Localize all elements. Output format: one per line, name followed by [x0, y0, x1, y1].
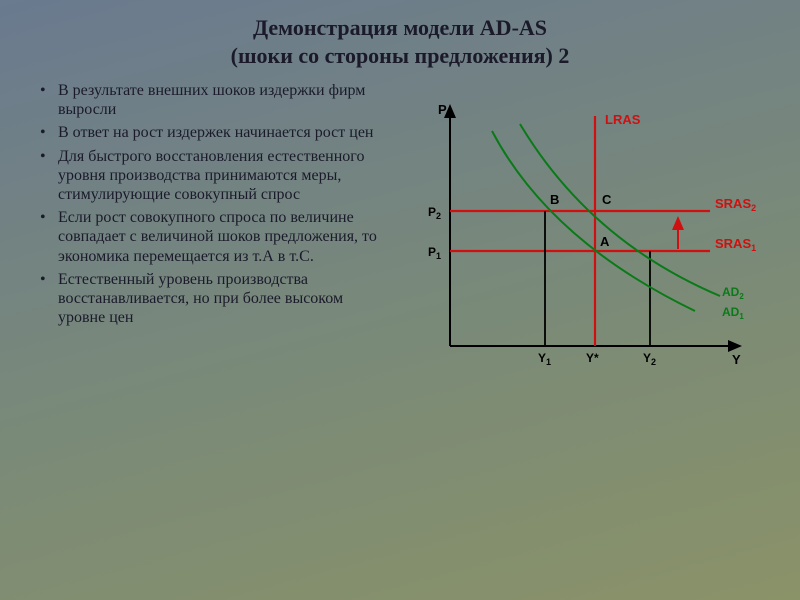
- list-item: Для быстрого восстановления естественног…: [40, 147, 380, 205]
- x-axis-label: Y: [732, 352, 741, 367]
- content-row: В результате внешних шоков издержки фирм…: [0, 81, 800, 331]
- bullet-list: В результате внешних шоков издержки фирм…: [40, 81, 390, 331]
- ystar-tick: Y*: [586, 351, 599, 365]
- list-item: В результате внешних шоков издержки фирм…: [40, 81, 380, 119]
- lras-label: LRAS: [605, 112, 641, 127]
- y2-tick: Y2: [643, 351, 656, 367]
- ad2-label: AD2: [722, 285, 744, 301]
- p2-tick: P2: [428, 205, 441, 221]
- ad-as-diagram: P Y P1 P2 Y1 Y* Y2 LRAS SRAS2 SRA: [400, 86, 770, 386]
- y-axis-label: P: [438, 102, 447, 117]
- ad1-curve: [492, 131, 695, 311]
- point-a: A: [600, 234, 610, 249]
- point-b: B: [550, 192, 559, 207]
- list-item: Естественный уровень производства восста…: [40, 270, 380, 328]
- title-line-1: Демонстрация модели AD-AS: [30, 14, 770, 42]
- title-line-2: (шоки со стороны предложения) 2: [30, 42, 770, 70]
- slide-title: Демонстрация модели AD-AS (шоки со сторо…: [0, 0, 800, 81]
- sras2-label: SRAS2: [715, 196, 756, 213]
- point-c: C: [602, 192, 612, 207]
- sras1-label: SRAS1: [715, 236, 756, 253]
- y1-tick: Y1: [538, 351, 551, 367]
- p1-tick: P1: [428, 245, 441, 261]
- ad1-label: AD1: [722, 305, 744, 321]
- list-item: Если рост совокупного спроса по величине…: [40, 208, 380, 266]
- chart-area: P Y P1 P2 Y1 Y* Y2 LRAS SRAS2 SRA: [390, 81, 780, 331]
- list-item: В ответ на рост издержек начинается рост…: [40, 123, 380, 142]
